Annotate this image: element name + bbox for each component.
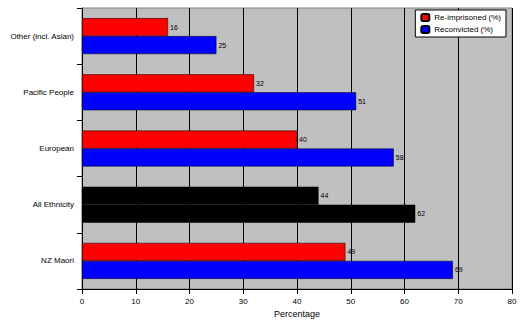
svg-text:20: 20 [185,297,194,306]
svg-text:Pacific People: Pacific People [23,88,74,97]
svg-text:60: 60 [400,297,409,306]
svg-text:70: 70 [454,297,463,306]
svg-text:32: 32 [256,80,264,87]
svg-text:40: 40 [293,297,302,306]
svg-text:16: 16 [170,24,178,31]
svg-text:Reconvicted (%): Reconvicted (%) [434,25,493,34]
svg-text:NZ Maori: NZ Maori [41,256,74,265]
svg-text:49: 49 [347,248,355,255]
svg-text:25: 25 [218,42,226,49]
svg-text:44: 44 [321,192,329,199]
svg-text:10: 10 [131,297,140,306]
svg-text:51: 51 [358,98,366,105]
svg-text:Other (incl. Asian): Other (incl. Asian) [10,32,74,41]
svg-text:69: 69 [455,266,463,273]
svg-text:62: 62 [417,210,425,217]
svg-text:30: 30 [239,297,248,306]
svg-text:0: 0 [80,297,85,306]
svg-text:50: 50 [346,297,355,306]
svg-text:Re-imprisoned (%): Re-imprisoned (%) [434,13,501,22]
svg-text:Percentage: Percentage [274,309,320,319]
svg-text:80: 80 [508,297,517,306]
svg-text:40: 40 [299,136,307,143]
svg-text:58: 58 [396,154,404,161]
svg-text:All Ethnicity: All Ethnicity [33,200,74,209]
svg-text:European: European [39,144,74,153]
